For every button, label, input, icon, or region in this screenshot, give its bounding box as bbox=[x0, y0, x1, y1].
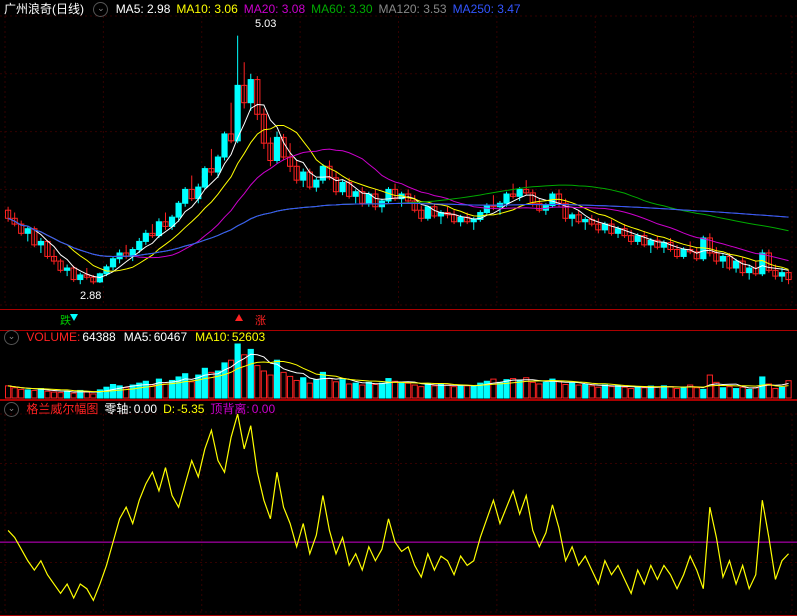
gw-header-item: 0.00 bbox=[252, 402, 275, 416]
expand-icon[interactable]: ⌄ bbox=[4, 402, 19, 417]
price-chart-header: 广州浪奇(日线) ⌄ MA5: 2.98 MA10: 3.06 MA20: 3.08… bbox=[0, 0, 527, 16]
ma-indicator: MA60: 3.30 bbox=[311, 2, 372, 16]
down-triangle-marker bbox=[70, 314, 78, 321]
ma-indicator: MA20: 3.08 bbox=[244, 2, 305, 16]
volume-header-item: 64388 bbox=[82, 330, 115, 344]
price-chart-panel[interactable]: 广州浪奇(日线) ⌄ MA5: 2.98 MA10: 3.06 MA20: 3.08… bbox=[0, 0, 797, 310]
volume-header-item: 60467 bbox=[154, 330, 187, 344]
gw-header-item: 格兰威尔幅图 bbox=[26, 402, 98, 416]
gw-header: ⌄ 格兰威尔幅图零轴:0.00D:-5.35顶背离:0.00 bbox=[0, 400, 275, 416]
volume-header: ⌄ VOLUME:64388 MA5:60467 MA10:52603 bbox=[0, 330, 265, 346]
ma-indicator: MA120: 3.53 bbox=[379, 2, 447, 16]
price-chart-svg bbox=[0, 0, 797, 310]
gw-header-item: D: bbox=[163, 402, 175, 416]
zhang-marker: 涨 bbox=[255, 312, 266, 328]
ma-indicator: MA5: 2.98 bbox=[116, 2, 171, 16]
low-price-label: 2.88 bbox=[80, 290, 101, 302]
marker-row: 跌 涨 bbox=[0, 310, 797, 330]
gw-header-item: 零轴: bbox=[104, 402, 131, 416]
ma-indicator: MA10: 3.06 bbox=[176, 2, 237, 16]
gw-header-item: -5.35 bbox=[177, 402, 204, 416]
volume-header-item: 52603 bbox=[232, 330, 265, 344]
gw-svg bbox=[0, 400, 797, 616]
volume-header-item: MA5: bbox=[124, 330, 152, 344]
volume-header-item: VOLUME: bbox=[26, 330, 80, 344]
volume-panel[interactable]: ⌄ VOLUME:64388 MA5:60467 MA10:52603 bbox=[0, 330, 797, 400]
volume-header-item: MA10: bbox=[195, 330, 230, 344]
ma-indicator: MA250: 3.47 bbox=[453, 2, 521, 16]
expand-icon[interactable]: ⌄ bbox=[93, 2, 108, 17]
gw-header-item: 顶背离: bbox=[210, 402, 249, 416]
expand-icon[interactable]: ⌄ bbox=[4, 330, 19, 345]
gw-header-item: 0.00 bbox=[134, 402, 157, 416]
up-triangle-marker bbox=[235, 314, 243, 321]
gw-indicator-panel[interactable]: ⌄ 格兰威尔幅图零轴:0.00D:-5.35顶背离:0.00 bbox=[0, 400, 797, 616]
high-price-label: 5.03 bbox=[255, 18, 276, 30]
stock-title: 广州浪奇(日线) bbox=[4, 0, 84, 17]
